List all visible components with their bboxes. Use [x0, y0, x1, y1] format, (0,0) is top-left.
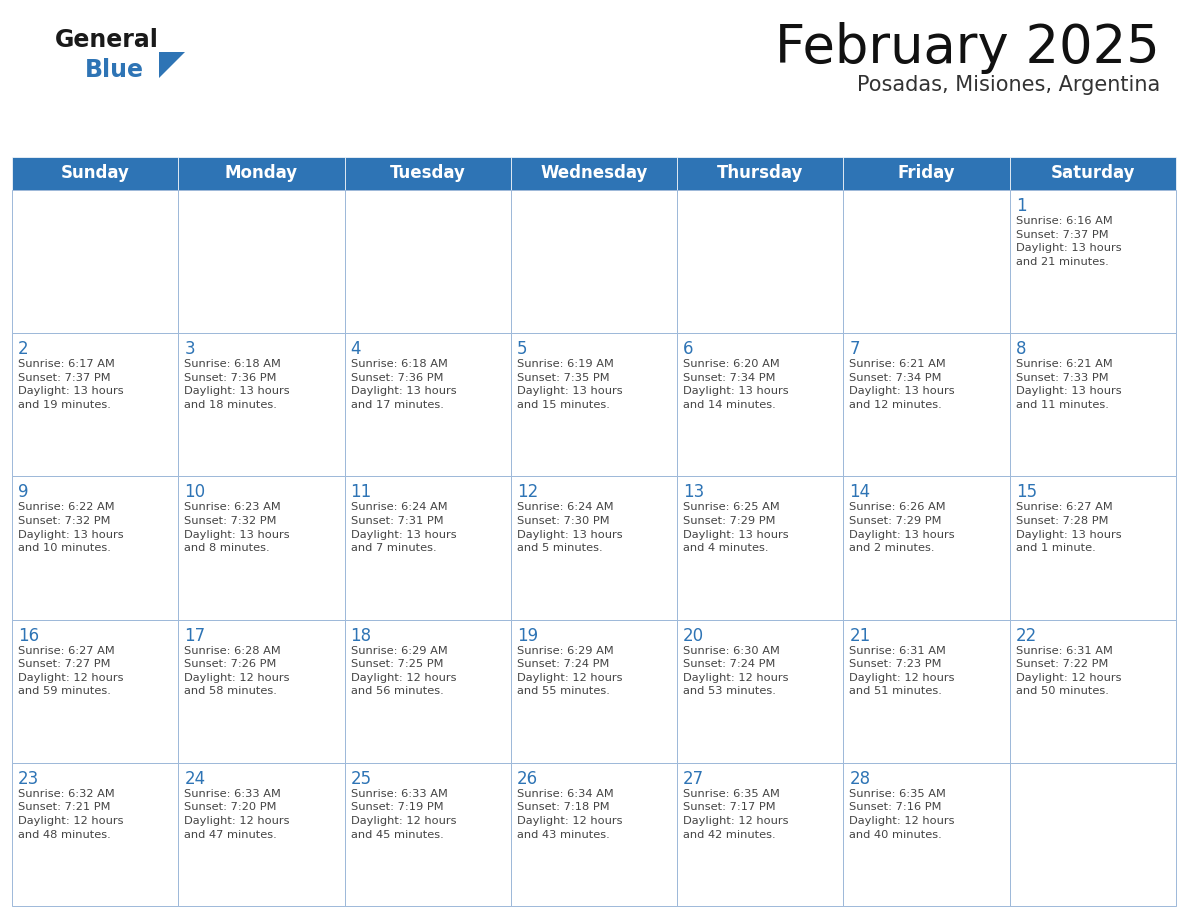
Text: Sunrise: 6:29 AM
Sunset: 7:24 PM
Daylight: 12 hours
and 55 minutes.: Sunrise: 6:29 AM Sunset: 7:24 PM Dayligh… — [517, 645, 623, 697]
Text: Sunrise: 6:19 AM
Sunset: 7:35 PM
Daylight: 13 hours
and 15 minutes.: Sunrise: 6:19 AM Sunset: 7:35 PM Dayligh… — [517, 359, 623, 410]
Text: 14: 14 — [849, 484, 871, 501]
Text: Posadas, Misiones, Argentina: Posadas, Misiones, Argentina — [857, 75, 1159, 95]
Text: Thursday: Thursday — [718, 164, 803, 183]
Text: 7: 7 — [849, 341, 860, 358]
Text: 23: 23 — [18, 770, 39, 788]
Text: Sunrise: 6:20 AM
Sunset: 7:34 PM
Daylight: 13 hours
and 14 minutes.: Sunrise: 6:20 AM Sunset: 7:34 PM Dayligh… — [683, 359, 789, 410]
Text: Sunrise: 6:33 AM
Sunset: 7:20 PM
Daylight: 12 hours
and 47 minutes.: Sunrise: 6:33 AM Sunset: 7:20 PM Dayligh… — [184, 789, 290, 840]
Text: Sunrise: 6:31 AM
Sunset: 7:23 PM
Daylight: 12 hours
and 51 minutes.: Sunrise: 6:31 AM Sunset: 7:23 PM Dayligh… — [849, 645, 955, 697]
Text: Sunrise: 6:33 AM
Sunset: 7:19 PM
Daylight: 12 hours
and 45 minutes.: Sunrise: 6:33 AM Sunset: 7:19 PM Dayligh… — [350, 789, 456, 840]
Text: Sunrise: 6:30 AM
Sunset: 7:24 PM
Daylight: 12 hours
and 53 minutes.: Sunrise: 6:30 AM Sunset: 7:24 PM Dayligh… — [683, 645, 789, 697]
Text: 3: 3 — [184, 341, 195, 358]
Text: Sunrise: 6:17 AM
Sunset: 7:37 PM
Daylight: 13 hours
and 19 minutes.: Sunrise: 6:17 AM Sunset: 7:37 PM Dayligh… — [18, 359, 124, 410]
Text: Sunrise: 6:31 AM
Sunset: 7:22 PM
Daylight: 12 hours
and 50 minutes.: Sunrise: 6:31 AM Sunset: 7:22 PM Dayligh… — [1016, 645, 1121, 697]
Text: 6: 6 — [683, 341, 694, 358]
Text: 16: 16 — [18, 627, 39, 644]
Text: Saturday: Saturday — [1050, 164, 1135, 183]
Text: Sunrise: 6:26 AM
Sunset: 7:29 PM
Daylight: 13 hours
and 2 minutes.: Sunrise: 6:26 AM Sunset: 7:29 PM Dayligh… — [849, 502, 955, 554]
Text: Sunrise: 6:24 AM
Sunset: 7:30 PM
Daylight: 13 hours
and 5 minutes.: Sunrise: 6:24 AM Sunset: 7:30 PM Dayligh… — [517, 502, 623, 554]
Text: General: General — [55, 28, 159, 52]
Text: 1: 1 — [1016, 197, 1026, 215]
Text: Sunrise: 6:18 AM
Sunset: 7:36 PM
Daylight: 13 hours
and 18 minutes.: Sunrise: 6:18 AM Sunset: 7:36 PM Dayligh… — [184, 359, 290, 410]
Polygon shape — [159, 52, 185, 78]
Text: 4: 4 — [350, 341, 361, 358]
Text: 21: 21 — [849, 627, 871, 644]
Text: 8: 8 — [1016, 341, 1026, 358]
Text: 20: 20 — [683, 627, 704, 644]
Text: 18: 18 — [350, 627, 372, 644]
Text: 19: 19 — [517, 627, 538, 644]
Text: Wednesday: Wednesday — [541, 164, 647, 183]
Text: Sunrise: 6:32 AM
Sunset: 7:21 PM
Daylight: 12 hours
and 48 minutes.: Sunrise: 6:32 AM Sunset: 7:21 PM Dayligh… — [18, 789, 124, 840]
Text: Sunrise: 6:35 AM
Sunset: 7:16 PM
Daylight: 12 hours
and 40 minutes.: Sunrise: 6:35 AM Sunset: 7:16 PM Dayligh… — [849, 789, 955, 840]
Text: Friday: Friday — [898, 164, 955, 183]
Text: 26: 26 — [517, 770, 538, 788]
Text: Sunrise: 6:22 AM
Sunset: 7:32 PM
Daylight: 13 hours
and 10 minutes.: Sunrise: 6:22 AM Sunset: 7:32 PM Dayligh… — [18, 502, 124, 554]
Text: 12: 12 — [517, 484, 538, 501]
Text: 15: 15 — [1016, 484, 1037, 501]
Text: Sunday: Sunday — [61, 164, 129, 183]
Text: Sunrise: 6:29 AM
Sunset: 7:25 PM
Daylight: 12 hours
and 56 minutes.: Sunrise: 6:29 AM Sunset: 7:25 PM Dayligh… — [350, 645, 456, 697]
Text: Monday: Monday — [225, 164, 298, 183]
Text: Sunrise: 6:34 AM
Sunset: 7:18 PM
Daylight: 12 hours
and 43 minutes.: Sunrise: 6:34 AM Sunset: 7:18 PM Dayligh… — [517, 789, 623, 840]
Text: Sunrise: 6:27 AM
Sunset: 7:28 PM
Daylight: 13 hours
and 1 minute.: Sunrise: 6:27 AM Sunset: 7:28 PM Dayligh… — [1016, 502, 1121, 554]
Text: Sunrise: 6:18 AM
Sunset: 7:36 PM
Daylight: 13 hours
and 17 minutes.: Sunrise: 6:18 AM Sunset: 7:36 PM Dayligh… — [350, 359, 456, 410]
Text: Sunrise: 6:23 AM
Sunset: 7:32 PM
Daylight: 13 hours
and 8 minutes.: Sunrise: 6:23 AM Sunset: 7:32 PM Dayligh… — [184, 502, 290, 554]
Text: Sunrise: 6:24 AM
Sunset: 7:31 PM
Daylight: 13 hours
and 7 minutes.: Sunrise: 6:24 AM Sunset: 7:31 PM Dayligh… — [350, 502, 456, 554]
Text: 5: 5 — [517, 341, 527, 358]
Text: 2: 2 — [18, 341, 29, 358]
Text: 25: 25 — [350, 770, 372, 788]
Text: 13: 13 — [683, 484, 704, 501]
Text: Sunrise: 6:21 AM
Sunset: 7:34 PM
Daylight: 13 hours
and 12 minutes.: Sunrise: 6:21 AM Sunset: 7:34 PM Dayligh… — [849, 359, 955, 410]
Text: 28: 28 — [849, 770, 871, 788]
Text: Sunrise: 6:28 AM
Sunset: 7:26 PM
Daylight: 12 hours
and 58 minutes.: Sunrise: 6:28 AM Sunset: 7:26 PM Dayligh… — [184, 645, 290, 697]
Text: February 2025: February 2025 — [776, 22, 1159, 74]
Text: Sunrise: 6:25 AM
Sunset: 7:29 PM
Daylight: 13 hours
and 4 minutes.: Sunrise: 6:25 AM Sunset: 7:29 PM Dayligh… — [683, 502, 789, 554]
Text: 22: 22 — [1016, 627, 1037, 644]
Text: Blue: Blue — [86, 58, 144, 82]
Text: 27: 27 — [683, 770, 704, 788]
Text: 17: 17 — [184, 627, 206, 644]
Text: 24: 24 — [184, 770, 206, 788]
Text: 11: 11 — [350, 484, 372, 501]
Text: 10: 10 — [184, 484, 206, 501]
Text: Sunrise: 6:16 AM
Sunset: 7:37 PM
Daylight: 13 hours
and 21 minutes.: Sunrise: 6:16 AM Sunset: 7:37 PM Dayligh… — [1016, 216, 1121, 267]
Text: 9: 9 — [18, 484, 29, 501]
Text: Sunrise: 6:27 AM
Sunset: 7:27 PM
Daylight: 12 hours
and 59 minutes.: Sunrise: 6:27 AM Sunset: 7:27 PM Dayligh… — [18, 645, 124, 697]
Text: Sunrise: 6:35 AM
Sunset: 7:17 PM
Daylight: 12 hours
and 42 minutes.: Sunrise: 6:35 AM Sunset: 7:17 PM Dayligh… — [683, 789, 789, 840]
Text: Sunrise: 6:21 AM
Sunset: 7:33 PM
Daylight: 13 hours
and 11 minutes.: Sunrise: 6:21 AM Sunset: 7:33 PM Dayligh… — [1016, 359, 1121, 410]
Text: Tuesday: Tuesday — [390, 164, 466, 183]
